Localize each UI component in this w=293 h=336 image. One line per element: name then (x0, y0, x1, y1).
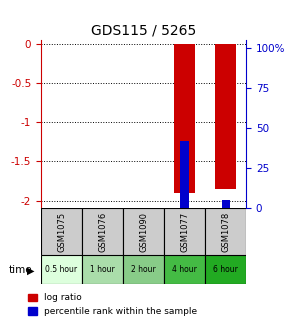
Bar (164, 255, 205, 284)
Text: ▶: ▶ (27, 265, 35, 276)
Bar (41, 208, 82, 255)
Bar (215, 44, 236, 189)
Text: 6 hour: 6 hour (213, 265, 238, 274)
Bar (82, 208, 123, 255)
Bar (174, 44, 195, 193)
Bar (123, 208, 164, 255)
Text: GSM1075: GSM1075 (57, 212, 66, 252)
Text: 2 hour: 2 hour (131, 265, 156, 274)
Bar (180, 141, 189, 208)
Text: GSM1078: GSM1078 (221, 212, 230, 252)
Bar (123, 255, 164, 284)
Text: GSM1090: GSM1090 (139, 212, 148, 252)
Text: GSM1076: GSM1076 (98, 212, 107, 252)
Text: 0.5 hour: 0.5 hour (45, 265, 78, 274)
Bar (205, 255, 246, 284)
Bar (205, 208, 246, 255)
Text: GSM1077: GSM1077 (180, 212, 189, 252)
Bar (164, 208, 205, 255)
Text: 1 hour: 1 hour (90, 265, 115, 274)
Bar (222, 200, 230, 208)
Text: 4 hour: 4 hour (172, 265, 197, 274)
Text: time: time (9, 265, 33, 275)
Legend: log ratio, percentile rank within the sample: log ratio, percentile rank within the sa… (28, 293, 197, 316)
Title: GDS115 / 5265: GDS115 / 5265 (91, 24, 196, 38)
Bar (41, 255, 82, 284)
Bar (82, 255, 123, 284)
